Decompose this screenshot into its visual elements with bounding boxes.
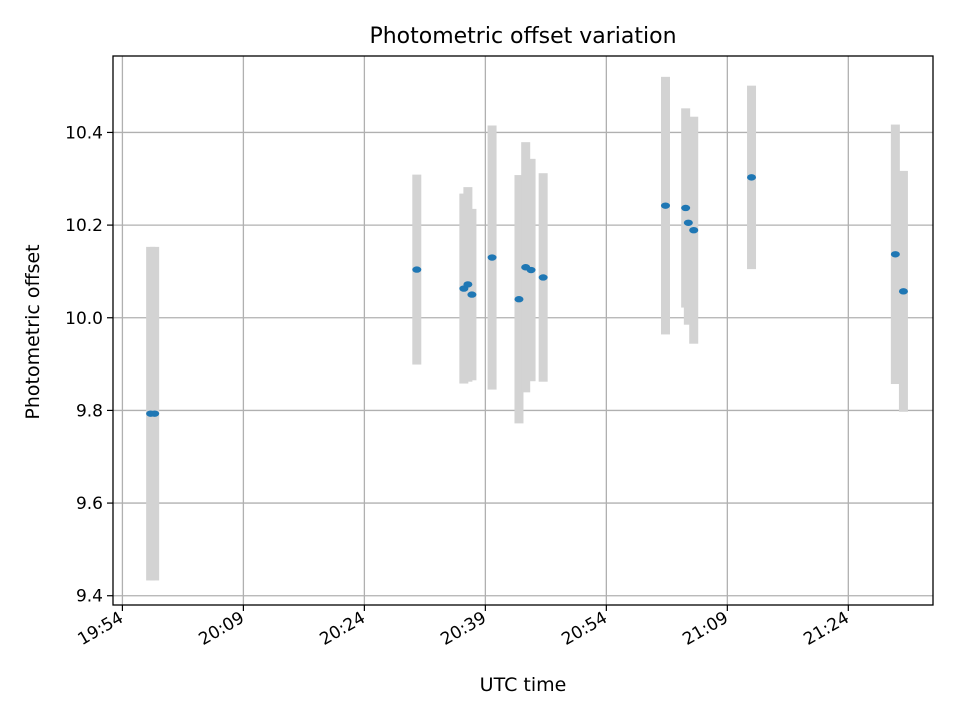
data-point bbox=[412, 266, 422, 273]
data-point bbox=[747, 174, 757, 181]
data-point bbox=[660, 202, 670, 209]
x-tick-label: 21:09 bbox=[679, 608, 731, 650]
y-tick-label: 10.0 bbox=[65, 309, 103, 329]
data-point bbox=[890, 251, 900, 258]
x-tick-label: 20:54 bbox=[558, 608, 610, 650]
error-bars bbox=[146, 76, 908, 581]
x-tick-label: 19:54 bbox=[74, 608, 126, 650]
x-tick-label: 20:39 bbox=[437, 608, 489, 650]
gridlines bbox=[113, 56, 933, 605]
data-point bbox=[467, 291, 477, 298]
y-tick-label: 10.2 bbox=[65, 216, 103, 236]
data-point bbox=[526, 266, 536, 274]
x-tick-label: 20:09 bbox=[195, 608, 247, 650]
data-point bbox=[463, 281, 473, 288]
x-tick-label: 20:24 bbox=[316, 608, 368, 650]
data-point bbox=[514, 296, 524, 303]
data-point bbox=[681, 204, 691, 212]
plot-frame bbox=[112, 55, 934, 606]
data-point bbox=[150, 410, 160, 417]
x-axis-ticks: 19:54 20:09 20:24 20:39 20:54 21:09 21:24 bbox=[74, 605, 853, 650]
y-tick-label: 10.4 bbox=[65, 123, 103, 143]
y-axis-label: Photometric offset bbox=[22, 244, 44, 419]
data-points bbox=[146, 174, 908, 417]
x-axis-label: UTC time bbox=[480, 674, 567, 696]
y-axis-ticks: 9.4 9.6 9.8 10.0 10.2 10.4 bbox=[65, 123, 113, 607]
y-tick-label: 9.8 bbox=[76, 401, 103, 421]
y-tick-label: 9.6 bbox=[76, 494, 103, 514]
chart-title: Photometric offset variation bbox=[369, 24, 676, 49]
x-tick-label: 21:24 bbox=[800, 608, 852, 650]
data-point bbox=[538, 274, 548, 281]
data-point bbox=[487, 254, 497, 261]
data-point bbox=[689, 226, 699, 234]
data-point bbox=[898, 288, 908, 295]
y-tick-label: 9.4 bbox=[76, 587, 103, 607]
data-point bbox=[683, 219, 693, 226]
